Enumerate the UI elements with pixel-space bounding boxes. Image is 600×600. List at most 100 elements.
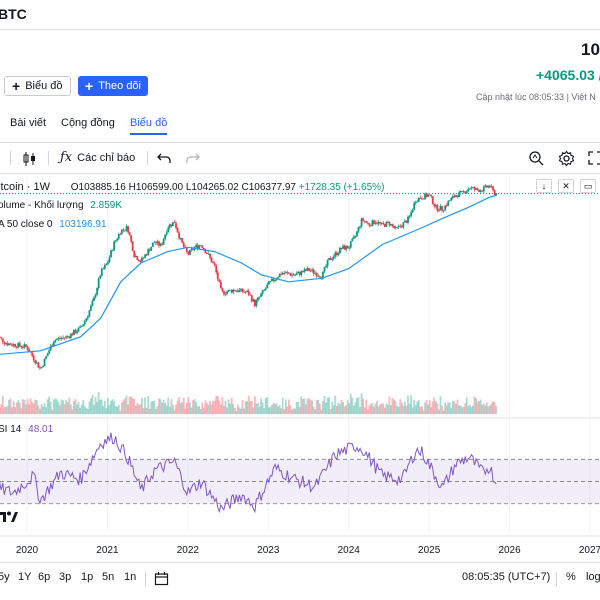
chart-area[interactable]: 2020 2021 2022 2023 2024 2025 2026 2027 itcoin … <box>0 176 600 560</box>
candle-body <box>362 218 365 221</box>
candle-body <box>117 234 120 239</box>
volume-bar <box>448 402 451 414</box>
calendar-goto-icon[interactable] <box>154 571 169 586</box>
volume-bar <box>410 395 412 414</box>
price-chart[interactable]: 2020 2021 2022 2023 2024 2025 2026 2027 <box>0 176 600 560</box>
settings-icon[interactable] <box>558 150 575 167</box>
candlestick-type-icon[interactable] <box>22 151 38 167</box>
volume-bar <box>289 405 292 414</box>
range-6m[interactable]: 6p <box>38 571 51 583</box>
log-toggle[interactable]: log <box>586 571 600 583</box>
volume-bar <box>305 404 307 414</box>
volume-bar <box>25 404 27 414</box>
maximize-icon: ▭ <box>583 180 593 191</box>
quick-search-icon[interactable] <box>528 150 544 166</box>
tab-chart[interactable]: Biểu đồ <box>130 117 168 135</box>
range-1m[interactable]: 1p <box>81 571 94 583</box>
candle-body <box>489 185 491 188</box>
volume-bar <box>456 399 459 414</box>
candle-body <box>249 294 252 296</box>
candle-body <box>6 343 9 346</box>
candle-body <box>428 194 431 196</box>
indicators-label: Các chỉ báo <box>77 151 136 164</box>
range-1d[interactable]: 1n <box>124 571 137 583</box>
move-down-button[interactable]: ↓ <box>536 179 552 193</box>
toolbar-divider <box>48 151 49 165</box>
bottom-divider <box>145 572 146 586</box>
range-5y[interactable]: 5y <box>0 571 10 583</box>
candle-body <box>154 242 157 244</box>
candle-body <box>252 299 255 302</box>
tradingview-logo[interactable] <box>0 511 18 523</box>
candle-body <box>280 273 283 275</box>
undo-icon[interactable] <box>157 152 171 164</box>
volume-bar <box>342 402 344 414</box>
volume-bar <box>85 408 88 414</box>
volume-bar <box>335 405 338 414</box>
volume-bar <box>455 403 457 414</box>
volume-value: 2.859K <box>90 200 122 211</box>
candle-body <box>359 226 361 228</box>
volume-bar <box>246 401 249 414</box>
candle-body <box>51 345 54 347</box>
volume-bar <box>298 406 301 414</box>
volume-bar <box>52 399 55 414</box>
volume-bar <box>322 401 324 414</box>
candle-body <box>1 338 4 343</box>
volume-bar <box>405 405 408 414</box>
volume-bar <box>249 401 252 414</box>
candle-body <box>90 305 92 311</box>
candle-body <box>189 249 191 255</box>
candle-body <box>404 220 406 223</box>
candle-body <box>133 251 136 258</box>
volume-bar <box>489 405 491 414</box>
candle-body <box>32 355 35 361</box>
volume-label: olume - Khối lượng <box>0 200 84 211</box>
volume-bar <box>131 398 134 414</box>
collapse-button[interactable]: ✕ <box>558 179 574 193</box>
indicators-button[interactable]: ƒx Các chỉ báo <box>60 150 135 165</box>
candle-body <box>354 235 357 237</box>
compare-chart-button[interactable]: + Biểu đồ <box>4 76 71 96</box>
candle-body <box>26 346 29 350</box>
candle-body <box>221 288 224 291</box>
volume-bar <box>291 409 293 414</box>
candle-body <box>340 247 343 249</box>
candle-body <box>88 310 91 317</box>
volume-bar <box>241 400 244 414</box>
candle-body <box>402 222 405 228</box>
candle-body <box>176 227 179 233</box>
candle-body <box>447 200 450 206</box>
candle-body <box>349 241 352 248</box>
candle-body <box>190 248 193 250</box>
candle-body <box>165 232 168 235</box>
candle-body <box>408 216 411 217</box>
candle-body <box>301 271 304 273</box>
volume-bar <box>311 400 314 414</box>
tab-posts[interactable]: Bài viết <box>10 117 47 129</box>
candle-body <box>93 297 95 301</box>
tab-community[interactable]: Cộng đồng <box>61 117 115 129</box>
volume-bar <box>156 406 159 414</box>
candle-body <box>253 299 256 307</box>
volume-bar <box>209 400 211 414</box>
range-1y[interactable]: 1Y <box>18 571 32 583</box>
volume-bar <box>38 408 41 414</box>
maximize-pane-button[interactable]: ▭ <box>580 179 596 193</box>
volume-bar <box>62 400 64 414</box>
range-3m[interactable]: 3p <box>59 571 72 583</box>
percent-toggle[interactable]: % <box>566 571 576 583</box>
candle-body <box>363 220 366 222</box>
volume-bar <box>475 397 477 414</box>
range-5d[interactable]: 5n <box>102 571 115 583</box>
timezone-clock[interactable]: 08:05:35 (UTC+7) <box>462 571 551 583</box>
fullscreen-icon[interactable] <box>588 151 600 165</box>
candle-body <box>286 272 289 274</box>
legend-open: O103885.16 <box>70 182 126 193</box>
volume-bar <box>247 395 250 414</box>
follow-button[interactable]: + Theo dõi <box>78 76 148 96</box>
volume-bar <box>54 398 57 414</box>
redo-icon[interactable] <box>186 152 200 164</box>
candle-body <box>348 247 351 249</box>
volume-bar <box>388 396 391 414</box>
